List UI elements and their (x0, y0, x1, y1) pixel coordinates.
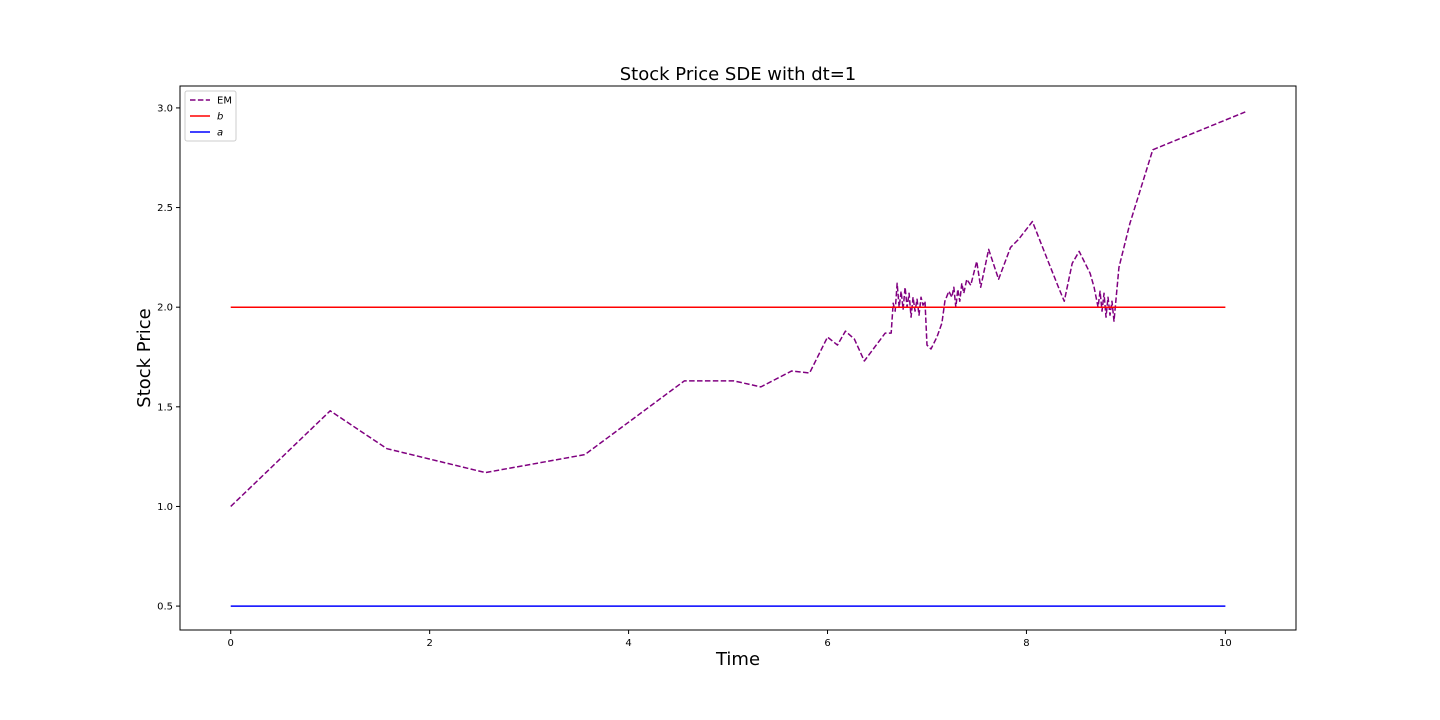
x-axis-ticks: 0 2 4 6 8 10 (228, 630, 1232, 649)
y-axis-title: Stock Price (134, 308, 155, 407)
y-tick-label: 2.0 (157, 303, 173, 314)
x-axis-title: Time (715, 649, 760, 670)
y-tick-label: 2.5 (157, 203, 173, 214)
legend-items: EM ba (190, 96, 232, 139)
legend-label-a: a (217, 128, 223, 139)
legend: EM ba (184, 90, 237, 142)
y-tick-label: 0.5 (157, 602, 173, 613)
y-tick-label: 3.0 (157, 103, 173, 114)
x-tick-label: 10 (1219, 638, 1232, 649)
legend-label-em: EM (217, 96, 232, 107)
series-line-em (230, 111, 1246, 507)
chart-title: Stock Price SDE with dt=1 (620, 64, 856, 85)
x-tick-label: 2 (426, 638, 432, 649)
x-tick-label: 4 (625, 638, 631, 649)
plot-frame (179, 85, 1297, 631)
legend-label-b: b (217, 112, 223, 123)
x-tick-label: 0 (228, 638, 234, 649)
x-tick-label: 6 (824, 638, 830, 649)
y-tick-label: 1.0 (157, 502, 173, 513)
y-axis-ticks: 0.5 1.0 1.5 2.0 2.5 3.0 (157, 103, 180, 613)
series-layer (230, 111, 1246, 607)
y-tick-label: 1.5 (157, 402, 173, 413)
legend-box (184, 90, 237, 142)
x-tick-label: 8 (1023, 638, 1029, 649)
